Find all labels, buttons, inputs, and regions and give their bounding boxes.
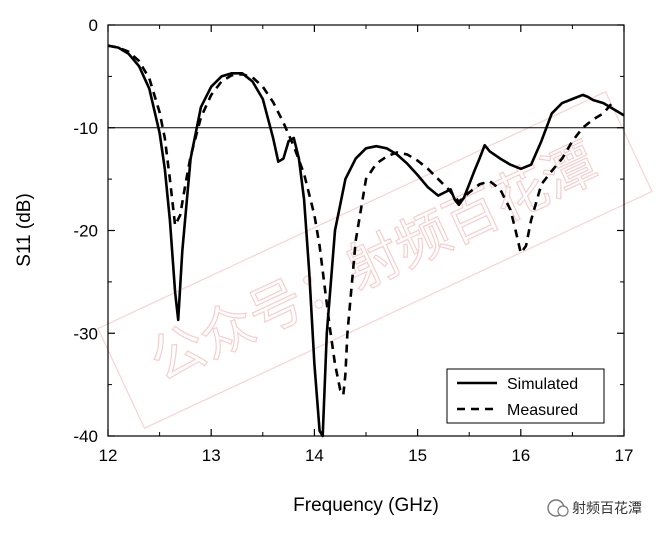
x-tick-label: 17 <box>615 446 634 465</box>
brand-name: 射频百花潭 <box>572 500 642 517</box>
series-line-measured <box>107 44 615 397</box>
watermark-frame <box>97 91 653 429</box>
y-tick-label: -10 <box>73 119 98 138</box>
x-tick-label: 15 <box>408 446 427 465</box>
y-tick-label: 0 <box>89 16 98 35</box>
wechat-icon-inner <box>557 505 569 517</box>
axis-ticks <box>107 24 625 437</box>
legend-label-simulated: Simulated <box>507 376 578 393</box>
legend-box <box>446 368 605 424</box>
x-tick-label: 16 <box>511 446 530 465</box>
brand-logo: 射频百花潭 <box>547 499 642 517</box>
watermark-text: 公众号：射频百花潭 <box>140 131 607 393</box>
x-tick-label: 14 <box>305 446 324 465</box>
series-group <box>107 44 625 438</box>
legend: Simulated Measured <box>446 368 605 424</box>
x-tick-label: 12 <box>99 446 118 465</box>
x-axis-label: Frequency (GHz) <box>293 495 439 516</box>
y-axis-label: S11 (dB) <box>14 193 35 267</box>
legend-label-measured: Measured <box>507 402 578 419</box>
y-tick-label: -40 <box>73 427 98 446</box>
axis-tick-labels: 12 13 14 15 16 17 0 -10 -20 -30 -40 <box>73 16 633 465</box>
series-line-simulated <box>107 44 625 438</box>
x-tick-label: 13 <box>202 446 221 465</box>
y-tick-label: -20 <box>73 222 98 241</box>
y-tick-label: -30 <box>73 324 98 343</box>
